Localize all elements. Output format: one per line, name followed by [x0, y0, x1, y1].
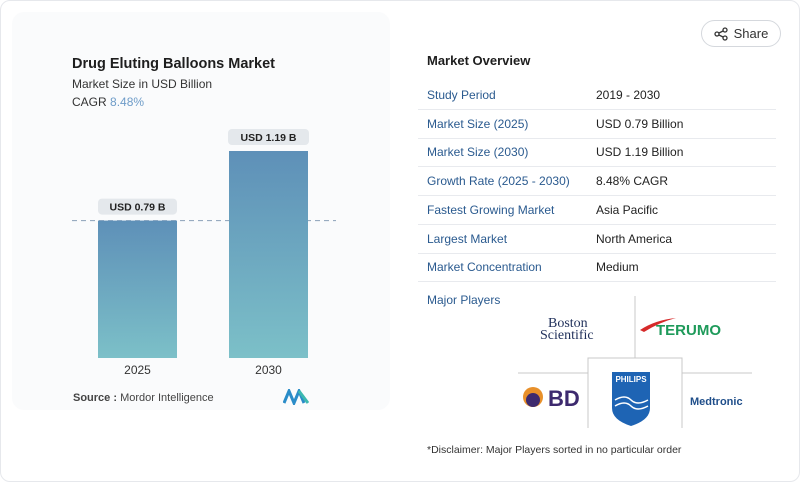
overview-row: Market Concentration Medium [418, 253, 776, 283]
cagr-label: CAGR [72, 95, 107, 109]
source-value: Mordor Intelligence [120, 392, 214, 404]
row-value: 2019 - 2030 [596, 88, 661, 102]
source: Source : Mordor Intelligence [73, 392, 214, 404]
data-label-bg [98, 198, 177, 215]
overview-title: Market Overview [427, 53, 531, 68]
row-key: Market Concentration [427, 260, 542, 275]
share-label: Share [733, 26, 769, 41]
row-value: Medium [596, 260, 639, 275]
x-tick-label: 2030 [255, 363, 282, 377]
overview-row: Fastest Growing Market Asia Pacific [418, 196, 776, 225]
svg-text:PHILIPS: PHILIPS [615, 375, 647, 384]
bar-2030 [229, 151, 308, 358]
bar-chart: USD 0.79 B 2025 USD 1.19 B 2030 [72, 129, 336, 377]
overview-row: Market Size (2030) USD 1.19 Billion [418, 138, 776, 168]
row-value: USD 0.79 Billion [596, 116, 684, 131]
row-key: Growth Rate (2025 - 2030) [427, 174, 570, 189]
row-key: Market Size (2030) [427, 145, 529, 160]
chart-subtitle: Market Size in USD Billion [72, 77, 213, 91]
chart-title: Drug Eluting Balloons Market [72, 56, 276, 72]
mordor-logo-icon [283, 389, 309, 405]
row-key: Largest Market [427, 231, 508, 246]
overview-row: Market Size (2025) USD 0.79 Billion [418, 110, 776, 139]
overview-row: Growth Rate (2025 - 2030) 8.48% CAGR [418, 167, 776, 197]
row-value: Asia Pacific [596, 202, 659, 217]
overview-row: Study Period 2019 - 2030 [418, 81, 776, 110]
row-value: North America [596, 231, 673, 246]
row-value: 8.48% CAGR [596, 174, 669, 189]
logo-terumo: TERUMO [640, 318, 721, 339]
major-players-label: Major Players [427, 293, 501, 307]
row-value: USD 1.19 Billion [596, 145, 684, 160]
share-button[interactable]: Share [701, 20, 781, 47]
cagr-value: 8.48% [110, 95, 145, 109]
disclaimer: *Disclaimer: Major Players sorted in no … [427, 444, 682, 456]
svg-text:BD: BD [548, 386, 580, 411]
data-label-bg [228, 129, 309, 145]
data-label: USD 0.79 B [109, 202, 165, 214]
logo-bd: BD [523, 386, 580, 411]
logo-medtronic: Medtronic [690, 396, 743, 408]
source-label: Source : [73, 392, 118, 404]
cagr: CAGR 8.48% [72, 95, 144, 109]
overview-row: Largest Market North America [418, 225, 776, 254]
row-key: Market Size (2025) [427, 116, 529, 131]
svg-text:TERUMO: TERUMO [656, 322, 721, 339]
share-icon [713, 26, 728, 41]
row-key: Fastest Growing Market [427, 202, 555, 217]
row-key: Study Period [427, 88, 496, 102]
chart-card [12, 12, 390, 410]
bar-2025 [98, 220, 177, 358]
data-label: USD 1.19 B [240, 132, 296, 144]
svg-text:Boston: Boston [548, 316, 588, 331]
x-tick-label: 2025 [124, 363, 151, 377]
svg-text:Scientific: Scientific [540, 328, 594, 343]
logo-philips: PHILIPS [612, 372, 650, 426]
